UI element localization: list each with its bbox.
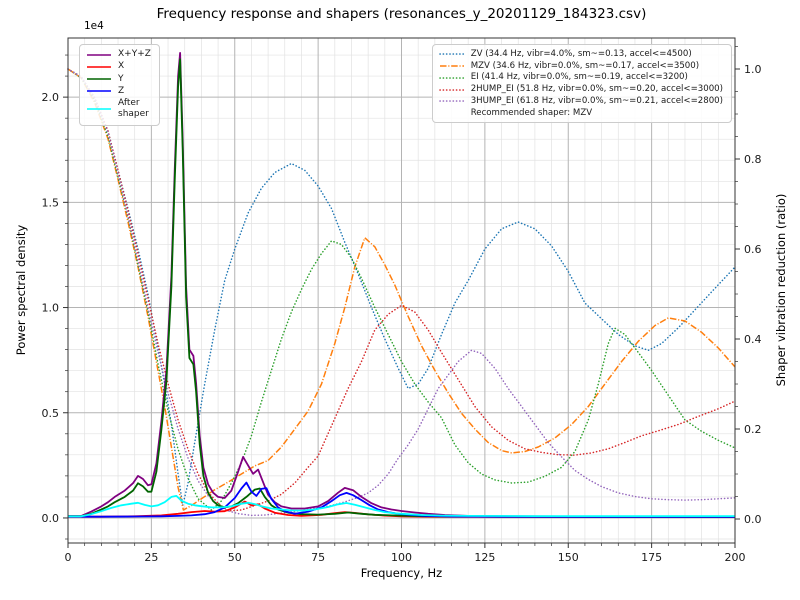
axis-ticks: 0 25 50 75 100 125 150 175 200 0.0 0.5 1.0 1.5 2.0 0.0…: [42, 46, 762, 564]
legend-item: 3HUMP_EI (61.8 Hz, vibr=0.0%, sm~=0.21, …: [438, 95, 723, 107]
x-tick-label: 0: [65, 551, 72, 564]
y-axis-offset-text: 1e4: [84, 20, 104, 32]
legend-item: X+Y+Z: [86, 49, 151, 60]
legend-item: Recommended shaper: MZV: [439, 108, 723, 119]
y-right-tick-label: 0.4: [744, 333, 762, 346]
x-tick-label: 200: [725, 551, 746, 564]
x-tick-label: 100: [391, 551, 412, 564]
legend-label: ZV (34.4 Hz, vibr=4.0%, sm~=0.13, accel<…: [470, 49, 692, 59]
x-tick-label: 175: [641, 551, 662, 564]
legend-item: Z: [86, 86, 151, 97]
x-tick-label: 75: [311, 551, 325, 564]
legend-item: 2HUMP_EI (51.8 Hz, vibr=0.0%, sm~=0.20, …: [438, 84, 723, 95]
y-right-tick-label: 1.0: [744, 63, 762, 76]
x-axis-label: Frequency, Hz: [360, 566, 443, 580]
y-left-tick-label: 0.5: [42, 407, 60, 420]
legend-line-sample: [87, 108, 111, 111]
y-axis-left-label: Power spectral density: [14, 224, 28, 356]
curve-xyz: [68, 52, 735, 518]
y-left-tick-label: 0.0: [42, 512, 60, 525]
y-right-tick-label: 0.2: [744, 423, 762, 436]
x-tick-label: 25: [144, 551, 158, 564]
curve-y: [68, 58, 735, 518]
y-axis-right-label: Shaper vibration reduction (ratio): [774, 193, 788, 387]
legend-label: X+Y+Z: [118, 49, 151, 59]
legend-line-sample: [439, 65, 464, 67]
x-tick-label: 50: [228, 551, 242, 564]
legend-label: Z: [118, 85, 125, 96]
legend-label: 2HUMP_EI (51.8 Hz, vibr=0.0%, sm~=0.20, …: [470, 84, 723, 95]
legend-item: X: [86, 61, 151, 72]
y-left-tick-label: 1.0: [42, 302, 60, 315]
x-tick-label: 150: [558, 551, 579, 564]
legend-line-sample: [438, 53, 465, 56]
legend-label: MZV (34.6 Hz, vibr=0.0%, sm~=0.17, accel…: [470, 60, 700, 71]
legend-label: EI (41.4 Hz, vibr=0.0%, sm~=0.19, accel<…: [470, 72, 688, 83]
legend-item: MZV (34.6 Hz, vibr=0.0%, sm~=0.17, accel…: [439, 61, 723, 72]
curve-ei: [67, 68, 736, 511]
psd-legend: X+Y+Z X Y Z After shaper: [79, 44, 160, 126]
legend-item: EI (41.4 Hz, vibr=0.0%, sm~=0.19, accel<…: [438, 72, 723, 83]
legend-item: ZV (34.4 Hz, vibr=4.0%, sm~=0.13, accel<…: [438, 49, 723, 60]
curve-2hump-ei: [67, 68, 736, 512]
legend-label: After shaper: [118, 98, 149, 120]
legend-label: Recommended shaper: MZV: [470, 107, 593, 118]
x-tick-label: 125: [474, 551, 495, 564]
legend-item: Y: [86, 74, 151, 85]
legend-label: 3HUMP_EI (61.8 Hz, vibr=0.0%, sm~=0.21, …: [470, 95, 723, 106]
legend-item: After shaper: [86, 98, 151, 121]
curve-3hump-ei: [67, 68, 736, 517]
legend-line-sample: [87, 78, 111, 80]
legend-line-sample: [87, 53, 111, 56]
legend-line-sample: [87, 66, 111, 68]
legend-label: X: [118, 61, 125, 72]
legend-label: Y: [118, 73, 124, 84]
legend-line-sample: [87, 90, 111, 93]
curve-after-shaper: [68, 494, 735, 518]
y-left-tick-label: 1.5: [42, 196, 60, 209]
y-right-tick-label: 0.0: [744, 513, 762, 526]
y-right-tick-label: 0.8: [744, 153, 762, 166]
legend-line-sample: [438, 88, 465, 91]
curves: [67, 52, 736, 518]
legend-line-sample: [438, 77, 465, 79]
legend-spacer: [439, 108, 465, 118]
y-left-tick-label: 2.0: [42, 91, 60, 104]
y-right-tick-label: 0.6: [744, 243, 762, 256]
legend-line-sample: [438, 100, 465, 103]
chart-title: Frequency response and shapers (resonanc…: [156, 6, 647, 22]
shaper-legend: ZV (34.4 Hz, vibr=4.0%, sm~=0.13, accel<…: [431, 44, 732, 124]
